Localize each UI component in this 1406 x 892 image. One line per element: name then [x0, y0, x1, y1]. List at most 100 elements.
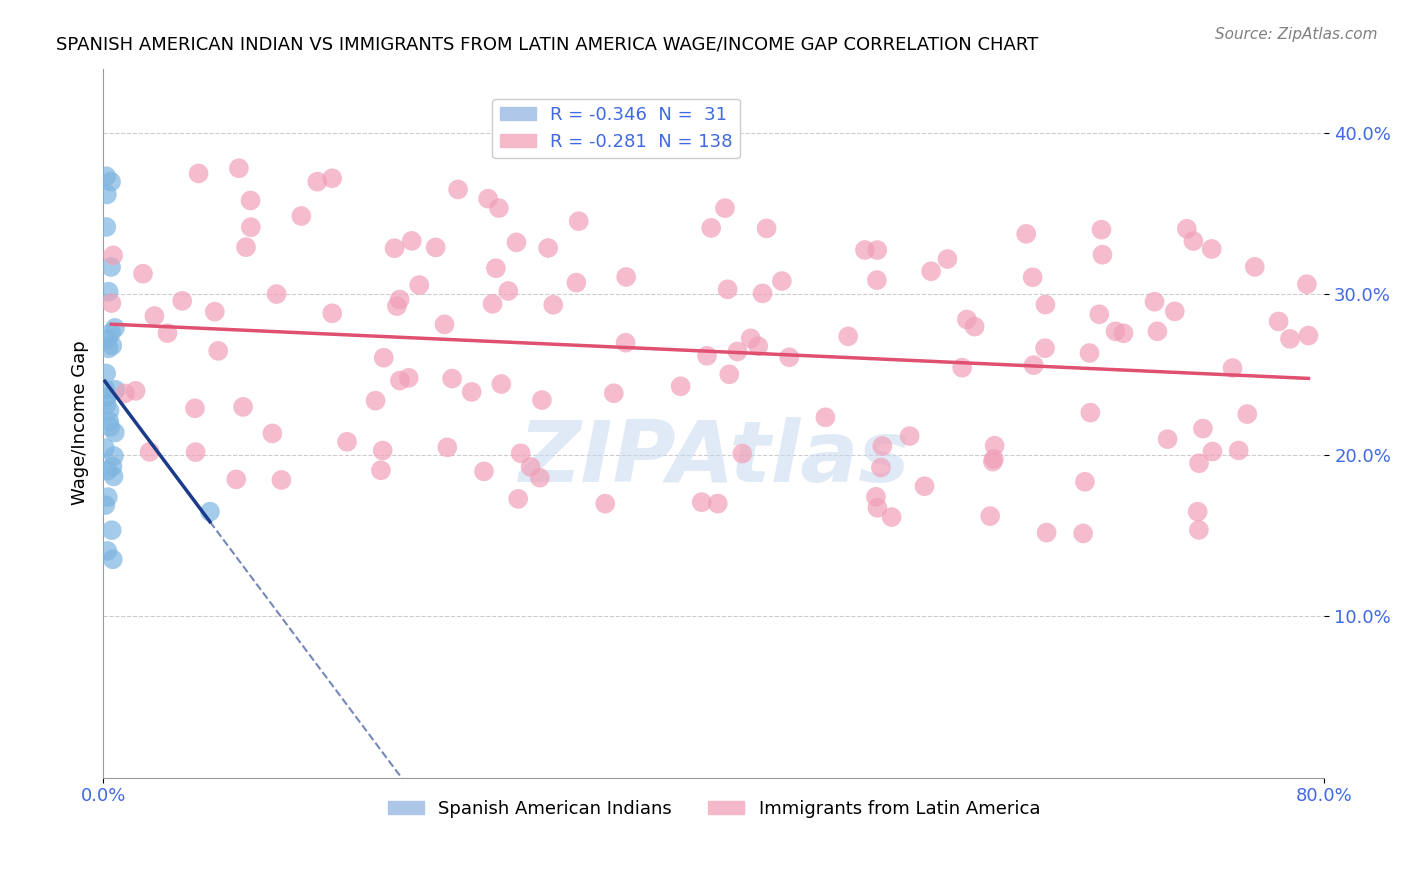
Point: [388, 374, 411, 388]
Point: [481, 297, 503, 311]
Point: [447, 182, 470, 196]
Point: [707, 497, 730, 511]
Point: [1088, 307, 1111, 321]
Point: [1112, 326, 1135, 341]
Point: [460, 384, 482, 399]
Point: [96, 544, 118, 558]
Point: [1156, 432, 1178, 446]
Point: [1243, 260, 1265, 274]
Point: [97, 464, 120, 478]
Point: [101, 459, 124, 474]
Y-axis label: Wage/Income Gap: Wage/Income Gap: [72, 341, 89, 506]
Point: [96, 187, 118, 202]
Point: [187, 166, 209, 180]
Point: [370, 463, 392, 477]
Point: [266, 287, 288, 301]
Point: [690, 495, 713, 509]
Point: [100, 296, 122, 310]
Point: [100, 260, 122, 274]
Point: [541, 298, 564, 312]
Point: [98, 414, 121, 428]
Point: [740, 331, 762, 345]
Point: [96, 390, 118, 404]
Point: [1236, 407, 1258, 421]
Point: [519, 459, 541, 474]
Point: [1035, 525, 1057, 540]
Point: [1078, 346, 1101, 360]
Point: [565, 276, 588, 290]
Point: [983, 439, 1005, 453]
Point: [866, 500, 889, 515]
Point: [436, 440, 458, 454]
Point: [96, 169, 118, 184]
Point: [866, 273, 889, 287]
Point: [124, 384, 146, 398]
Point: [914, 479, 936, 493]
Point: [496, 284, 519, 298]
Point: [477, 192, 499, 206]
Point: [1201, 242, 1223, 256]
Point: [872, 439, 894, 453]
Point: [727, 344, 749, 359]
Point: [97, 490, 120, 504]
Point: [1143, 294, 1166, 309]
Point: [307, 175, 329, 189]
Point: [371, 443, 394, 458]
Point: [225, 472, 247, 486]
Point: [207, 343, 229, 358]
Point: [1201, 444, 1223, 458]
Point: [262, 426, 284, 441]
Point: [97, 342, 120, 356]
Point: [983, 451, 1005, 466]
Point: [100, 175, 122, 189]
Point: [96, 219, 118, 234]
Point: [1298, 328, 1320, 343]
Point: [1035, 298, 1057, 312]
Point: [172, 293, 194, 308]
Point: [1015, 227, 1038, 241]
Point: [1104, 324, 1126, 338]
Point: [770, 274, 793, 288]
Point: [143, 309, 166, 323]
Point: [373, 351, 395, 365]
Point: [1296, 277, 1319, 292]
Point: [530, 392, 553, 407]
Point: [898, 429, 921, 443]
Point: [870, 460, 893, 475]
Point: [936, 252, 959, 266]
Point: [880, 510, 903, 524]
Point: [1227, 443, 1250, 458]
Point: [204, 304, 226, 318]
Point: [956, 312, 979, 326]
Text: SPANISH AMERICAN INDIAN VS IMMIGRANTS FROM LATIN AMERICA WAGE/INCOME GAP CORRELA: SPANISH AMERICAN INDIAN VS IMMIGRANTS FR…: [56, 36, 1039, 54]
Point: [1146, 324, 1168, 338]
Point: [100, 523, 122, 537]
Point: [1080, 406, 1102, 420]
Point: [398, 371, 420, 385]
Point: [593, 497, 616, 511]
Point: [614, 335, 637, 350]
Point: [1187, 505, 1209, 519]
Point: [485, 261, 508, 276]
Point: [508, 491, 530, 506]
Point: [837, 329, 859, 343]
Point: [239, 194, 262, 208]
Point: [425, 240, 447, 254]
Point: [1033, 341, 1056, 355]
Point: [114, 386, 136, 401]
Point: [364, 393, 387, 408]
Point: [239, 220, 262, 235]
Point: [491, 377, 513, 392]
Point: [1188, 456, 1211, 470]
Point: [472, 464, 495, 478]
Point: [94, 441, 117, 455]
Point: [321, 171, 343, 186]
Point: [98, 403, 121, 417]
Point: [94, 382, 117, 396]
Point: [696, 349, 718, 363]
Point: [963, 319, 986, 334]
Point: [814, 410, 837, 425]
Point: [232, 400, 254, 414]
Point: [1074, 475, 1097, 489]
Point: [132, 267, 155, 281]
